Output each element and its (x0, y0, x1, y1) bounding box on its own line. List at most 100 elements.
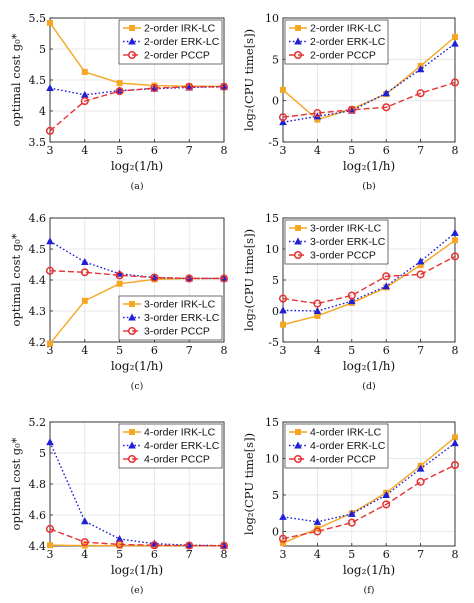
legend-marker (128, 441, 136, 449)
data-point (81, 258, 89, 266)
panel-caption: (b) (362, 181, 376, 192)
data-point (185, 541, 194, 550)
y-tick-label: 0 (272, 95, 279, 108)
data-point (81, 517, 89, 525)
x-tick-label: 5 (348, 548, 355, 561)
legend-marker (294, 237, 302, 245)
data-point (81, 297, 88, 304)
y-tick-label: 5 (39, 43, 46, 56)
legend-marker (294, 441, 302, 449)
y-tick-label: 0 (272, 525, 279, 538)
x-tick-label: 3 (280, 548, 287, 561)
y-tick-label: 4.3 (29, 305, 47, 318)
panel-caption: (a) (130, 181, 143, 192)
x-tick-label: 5 (116, 344, 123, 357)
data-point (185, 541, 193, 549)
legend-label: 4-order IRK-LC (310, 427, 382, 439)
data-point (115, 540, 124, 549)
data-point (347, 291, 356, 300)
legend-label: 2-order PCCP (144, 50, 210, 62)
data-point (81, 90, 89, 98)
chart-a: 3 4 5 6 7 8 3.5 4 4.5 5 5.5 log₂(1/h) optimal cost g… (9, 12, 229, 192)
legend-label: 4-order PCCP (310, 454, 376, 466)
data-point (278, 534, 288, 543)
x-tick-label: 4 (314, 144, 321, 157)
panel-caption: (f) (364, 585, 375, 596)
legend-marker (293, 250, 303, 260)
series-line (282, 464, 456, 540)
data-point (150, 84, 159, 92)
data-point (450, 460, 460, 470)
x-tick-label: 4 (81, 548, 88, 561)
x-tick-label: 4 (314, 548, 321, 561)
y-axis-label: optimal cost g₀* (9, 437, 23, 530)
panel-caption: (e) (130, 585, 143, 596)
y-tick-label: 5.2 (29, 416, 47, 429)
y-tick-label: 5 (39, 447, 46, 460)
x-axis-label: log₂(1/h) (111, 159, 163, 173)
data-point (219, 541, 229, 550)
x-tick-label: 8 (452, 144, 459, 157)
data-point (452, 434, 458, 441)
data-point (416, 89, 425, 98)
y-tick-label: 0 (272, 305, 279, 318)
data-point (313, 527, 322, 536)
y-tick-label: 5.5 (29, 12, 47, 25)
legend: 2-order IRK-LC2-order ERK-LC 2-order PCCP (284, 19, 389, 65)
y-tick-label: 15 (265, 416, 279, 429)
legend-label: 3-order PCCP (310, 250, 376, 262)
data-point (452, 34, 458, 41)
y-tick-label: 5 (272, 53, 279, 66)
series-line (282, 442, 456, 523)
data-point (185, 274, 194, 283)
data-point (313, 299, 322, 308)
data-point (416, 257, 425, 265)
data-point (47, 340, 53, 347)
data-point (314, 116, 321, 123)
legend-marker (293, 50, 303, 60)
data-point (382, 282, 390, 290)
data-point (116, 80, 123, 87)
data-point (47, 542, 53, 549)
data-point (314, 312, 321, 319)
panel-caption: (d) (362, 381, 376, 392)
x-tick-label: 3 (47, 548, 54, 561)
series-line (282, 436, 456, 544)
legend-label: 2-order ERK-LC (144, 36, 220, 48)
legend: 3-order IRK-LC3-order ERK-LC 3-order PCCP (284, 219, 389, 265)
x-tick-label: 3 (280, 144, 287, 157)
y-tick-label: 4.6 (29, 509, 47, 522)
data-point (219, 274, 229, 283)
legend-marker (129, 429, 135, 435)
x-tick-label: 8 (221, 548, 228, 561)
series-line (282, 255, 456, 305)
legend-marker (127, 326, 137, 336)
data-point (382, 500, 391, 509)
y-axis-label: log₂(CPU time[s]) (242, 433, 256, 535)
x-tick-label: 5 (348, 144, 355, 157)
legend-label: 3-order ERK-LC (144, 312, 220, 324)
data-point (220, 82, 228, 90)
legend-label: 4-order PCCP (144, 454, 210, 466)
data-point (46, 438, 54, 446)
x-axis-label: log₂(1/h) (111, 563, 163, 577)
data-point (382, 89, 390, 97)
data-point (313, 109, 322, 118)
data-point (452, 237, 458, 244)
data-point (115, 86, 124, 94)
legend-label: 3-order IRK-LC (144, 299, 216, 311)
x-tick-label: 7 (417, 144, 424, 157)
data-point (382, 490, 390, 498)
legend-label: 4-order ERK-LC (310, 440, 386, 452)
x-tick-label: 6 (151, 344, 158, 357)
legend-label: 4-order ERK-LC (144, 440, 220, 452)
data-point (185, 83, 193, 91)
legend-label: 2-order PCCP (310, 50, 376, 62)
x-tick-label: 8 (452, 344, 459, 357)
data-point (279, 118, 287, 126)
data-point (348, 297, 356, 305)
legend: 2-order IRK-LC2-order ERK-LC 2-order PCCP (118, 19, 223, 65)
data-point (80, 97, 89, 106)
data-point (80, 538, 89, 547)
